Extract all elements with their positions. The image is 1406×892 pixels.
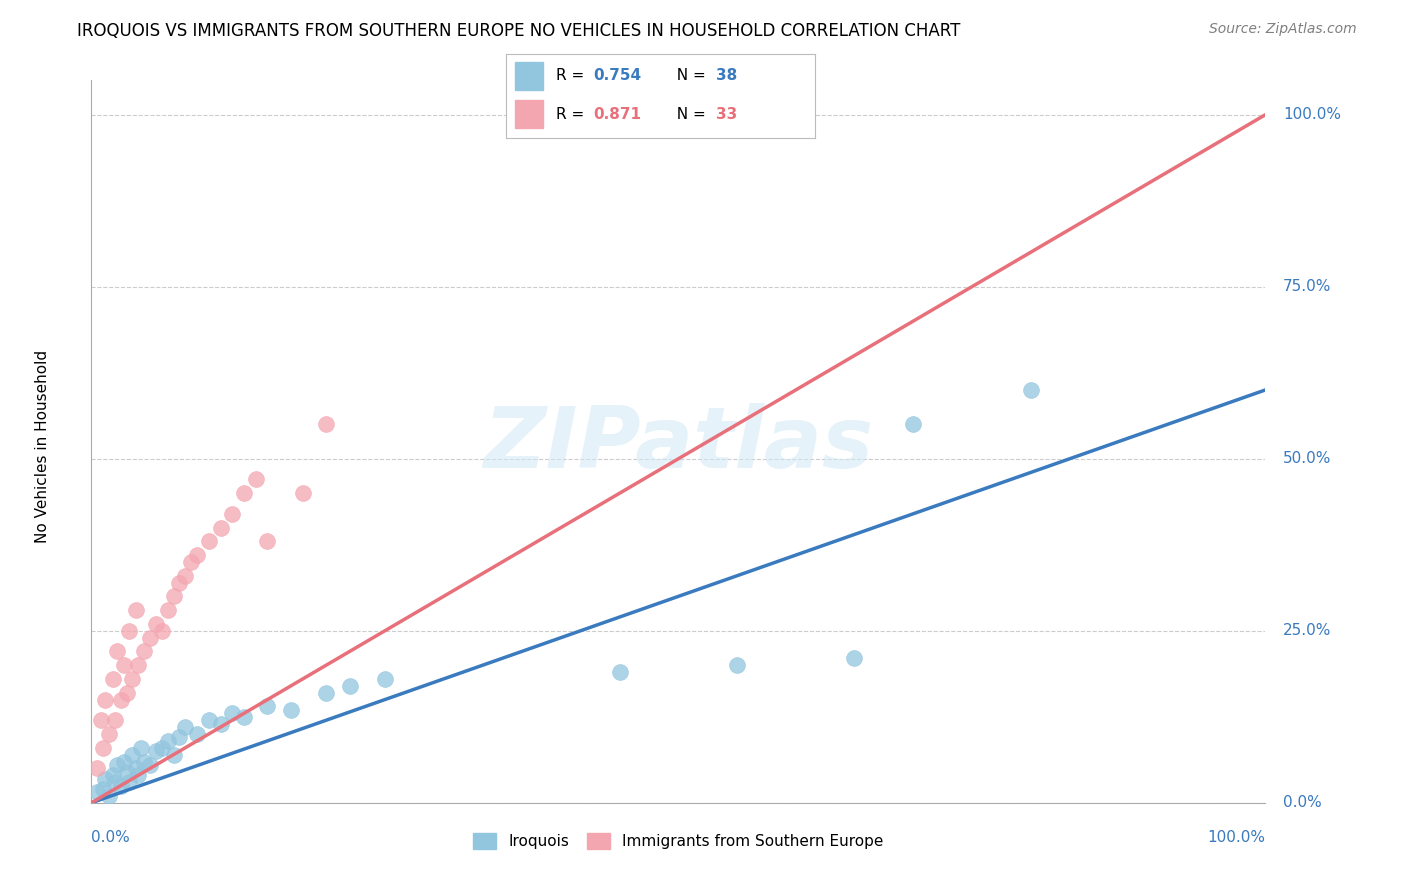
Point [121,672,143,686]
Text: 33: 33 [717,107,738,121]
Point [91,782,114,797]
Point [197,534,219,549]
Text: N =: N = [666,107,710,121]
Point [315,417,337,432]
Point [162,747,184,762]
Text: IROQUOIS VS IMMIGRANTS FROM SOUTHERN EUROPE NO VEHICLES IN HOUSEHOLD CORRELATION: IROQUOIS VS IMMIGRANTS FROM SOUTHERN EUR… [77,22,960,40]
Point [127,658,149,673]
Point [156,603,179,617]
Text: N =: N = [666,69,710,84]
Point [291,486,314,500]
Point [180,555,202,569]
Legend: Iroquois, Immigrants from Southern Europe: Iroquois, Immigrants from Southern Europ… [472,833,884,849]
Text: R =: R = [555,107,589,121]
Point [101,672,124,686]
Point [209,716,232,731]
Point [125,603,148,617]
Text: 100.0%: 100.0% [1208,830,1265,846]
Point [112,755,135,769]
Text: 0.871: 0.871 [593,107,641,121]
Point [139,631,162,645]
Point [101,768,124,782]
Point [118,775,141,789]
Point [169,731,191,745]
Point [903,417,925,432]
Point [98,789,121,803]
Point [121,747,143,762]
Text: ZIPatlas: ZIPatlas [484,403,873,486]
Point [91,740,114,755]
Point [104,775,127,789]
Point [844,651,866,665]
Point [110,779,132,793]
Point [129,740,152,755]
Point [725,658,748,673]
Text: 0.0%: 0.0% [91,830,131,846]
Point [139,758,162,772]
Point [186,727,208,741]
Point [1019,383,1042,397]
Text: 25.0%: 25.0% [1284,624,1331,639]
Text: 50.0%: 50.0% [1284,451,1331,467]
Point [104,713,127,727]
Point [233,486,256,500]
Point [186,548,208,562]
Point [221,507,243,521]
Text: R =: R = [555,69,589,84]
Point [256,534,278,549]
Point [245,472,267,486]
Point [105,644,128,658]
Point [115,686,138,700]
Point [125,761,148,775]
Point [86,761,108,775]
Point [609,665,631,679]
Point [169,575,191,590]
Bar [516,62,543,90]
Point [112,658,135,673]
Point [105,758,128,772]
Point [280,703,302,717]
Text: 0.0%: 0.0% [1284,796,1322,810]
Text: 38: 38 [717,69,738,84]
Point [110,692,132,706]
Bar [516,100,543,128]
Point [209,520,232,534]
Point [174,720,197,734]
Point [197,713,219,727]
Point [145,744,167,758]
Point [90,713,112,727]
Text: 75.0%: 75.0% [1284,279,1331,294]
Point [339,679,361,693]
Point [233,710,256,724]
Point [94,692,117,706]
Text: No Vehicles in Household: No Vehicles in Household [35,350,49,542]
Point [174,568,197,582]
Point [134,755,156,769]
Point [145,616,167,631]
Point [150,740,173,755]
Point [98,727,121,741]
Text: 0.754: 0.754 [593,69,641,84]
Point [134,644,156,658]
Text: Source: ZipAtlas.com: Source: ZipAtlas.com [1209,22,1357,37]
Point [374,672,396,686]
Point [86,785,108,799]
Point [156,734,179,748]
Point [115,764,138,779]
Text: 100.0%: 100.0% [1284,107,1341,122]
Point [221,706,243,721]
Point [150,624,173,638]
Point [256,699,278,714]
Point [127,768,149,782]
Point [162,590,184,604]
Point [315,686,337,700]
Point [118,624,141,638]
Point [94,772,117,786]
